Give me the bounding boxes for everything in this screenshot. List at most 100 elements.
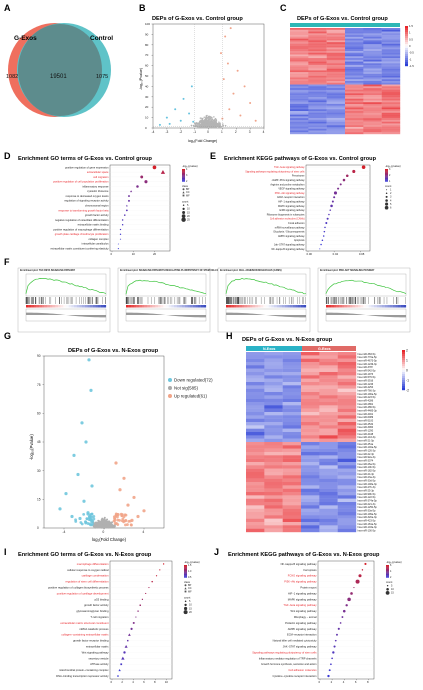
panel-i-legend-colorbar-step <box>184 568 187 570</box>
panel-g-point-nonsig <box>107 525 110 528</box>
gsea-rank-gradient <box>134 305 137 308</box>
gsea-rank-gradient <box>95 305 99 308</box>
panel-c-heat-cell <box>363 33 382 36</box>
panel-c-heat-cell <box>381 86 401 89</box>
panel-e-term-label: Apoptosis <box>294 239 305 242</box>
panel-h-heat-cell <box>264 528 283 533</box>
panel-e-dot <box>333 196 336 199</box>
panel-c-heat-cell <box>381 114 401 117</box>
panel-g-point-up <box>124 513 128 517</box>
panel-i-term-label: ATPase activity <box>90 662 109 666</box>
panel-e-legend-count-label: 6 <box>390 207 392 210</box>
panel-e-legend-colorbar-step <box>385 170 388 172</box>
panel-c-heat-cell <box>345 84 364 87</box>
panel-d-dot <box>128 195 130 198</box>
panel-j-dot <box>334 639 337 642</box>
panel-c-heat-cell <box>345 61 364 64</box>
panel-h-heat-cell <box>264 498 283 503</box>
panel-g-point-down <box>80 421 84 425</box>
panel-h-heat-cell <box>319 388 338 393</box>
panel-c-heat-cell <box>326 43 346 46</box>
gsea-rank-gradient <box>398 305 401 308</box>
panel-c-colorbar-tick: 0 <box>409 44 411 48</box>
panel-c-heat-cell <box>290 40 309 43</box>
panel-c-heat-cell <box>363 73 382 76</box>
panel-j-legend-count-label: 15 <box>391 592 394 595</box>
panel-h-row-label: hsa-miR-30d-5p <box>358 480 377 483</box>
panel-j-legend-count-marker <box>385 591 390 595</box>
panel-i-term-label: extracellular matrix <box>86 644 109 648</box>
panel-h-heat-cell <box>264 475 283 479</box>
panel-c-heat-cell <box>363 56 382 59</box>
panel-c-heat-cell <box>345 102 364 105</box>
panel-g-point-down <box>86 512 90 516</box>
panel-c-heat-cell <box>308 130 327 133</box>
panel-i-label: I <box>4 547 7 557</box>
panel-j-dot <box>347 597 351 602</box>
panel-h-heat-cell <box>337 492 357 496</box>
panel-h-heat-cell <box>337 488 357 493</box>
panel-c-colorbar-step <box>405 30 408 33</box>
panel-c-heat-cell <box>381 47 401 50</box>
panel-j-legend-colorbar-step <box>386 566 389 568</box>
panel-c-heat-cell <box>363 107 382 110</box>
panel-i-legend-count-label: 15 <box>189 607 192 610</box>
panel-h-heat-cell <box>246 502 265 506</box>
gsea-plot: Enrichment plot: TGF-BETA SIGNALING PATH… <box>17 267 111 333</box>
panel-e-legend-colorbar-step <box>385 177 388 179</box>
panel-c-heat-cell <box>290 79 309 82</box>
panel-c-colorbar-step <box>405 50 408 53</box>
panel-h-heat-cell <box>319 475 338 479</box>
panel-h-heat-cell <box>337 485 357 489</box>
panel-g-plot-area <box>43 355 165 529</box>
panel-e-legend-count-label: 1 <box>390 189 392 192</box>
panel-c-heat-cell <box>308 33 327 36</box>
panel-h-heat-cell <box>301 478 320 483</box>
panel-e-legend-colorbar-step <box>385 175 388 177</box>
panel-c-heat-cell <box>326 109 346 112</box>
panel-h-heat-cell <box>282 508 302 513</box>
panel-h-heat-cell <box>301 368 320 373</box>
venn-left-count: 1082 <box>6 74 18 80</box>
panel-h-colorbar-step <box>402 360 405 363</box>
panel-c-heat-cell <box>290 73 309 76</box>
panel-e-legend-colorbar-step <box>385 169 388 171</box>
panel-i-term-label: secretory vesicle <box>88 656 109 660</box>
panel-h-heat-cell <box>246 408 265 413</box>
panel-h-colorbar: 2 1 0 -1 -2 <box>402 349 409 393</box>
panel-c-heat-cell <box>290 72 309 75</box>
panel-j-x-ticks: 0 2 4 6 8 <box>319 679 369 684</box>
panel-h-row-label: hsa-miR-21-5p <box>358 440 375 443</box>
panel-j-legend-colorbar-step <box>386 573 389 575</box>
gsea-rank-gradient <box>360 305 364 308</box>
panel-h-heat-cell <box>246 448 265 453</box>
panel-h-heat-cell <box>246 452 265 456</box>
panel-c-heat-cell <box>308 70 327 73</box>
panel-i-legend-colorbar-step <box>184 565 187 567</box>
panel-c-heat-cell <box>308 126 327 129</box>
panel-e-term-label: AMPK signaling pathway <box>278 235 305 238</box>
panel-e-dot <box>319 248 321 250</box>
gsea-rank-gradient <box>26 305 29 308</box>
panel-g-point-nonsig <box>97 523 100 526</box>
panel-c-heat-cell <box>381 29 401 32</box>
panel-h-heat-cell <box>246 438 265 443</box>
panel-h-heat-cell <box>337 355 357 359</box>
panel-h-heat-cell <box>301 358 320 363</box>
panel-b-x-tick-label: -1 <box>193 130 196 134</box>
panel-h-heat-cell <box>264 515 283 519</box>
panel-h-heat-cell <box>246 475 265 479</box>
panel-e-term-label: Arginine and proline metabolism <box>270 183 304 186</box>
panel-h-heat-cell <box>337 458 357 463</box>
panel-h-row-label: hsa-miR-23a-3p <box>358 476 377 479</box>
panel-h-heat-cell <box>264 458 283 463</box>
panel-g-legend-marker <box>168 394 172 398</box>
panel-c-heat-cell <box>381 111 401 113</box>
panel-c-heat-cell <box>290 89 309 92</box>
panel-c-heat-cell <box>345 126 364 129</box>
panel-d-legend-class-title: class <box>182 184 189 188</box>
panel-g-x-tick-label: -4 <box>62 530 65 534</box>
panel-j-dot <box>330 663 332 666</box>
panel-b-x-tick-label: -3 <box>165 130 168 134</box>
